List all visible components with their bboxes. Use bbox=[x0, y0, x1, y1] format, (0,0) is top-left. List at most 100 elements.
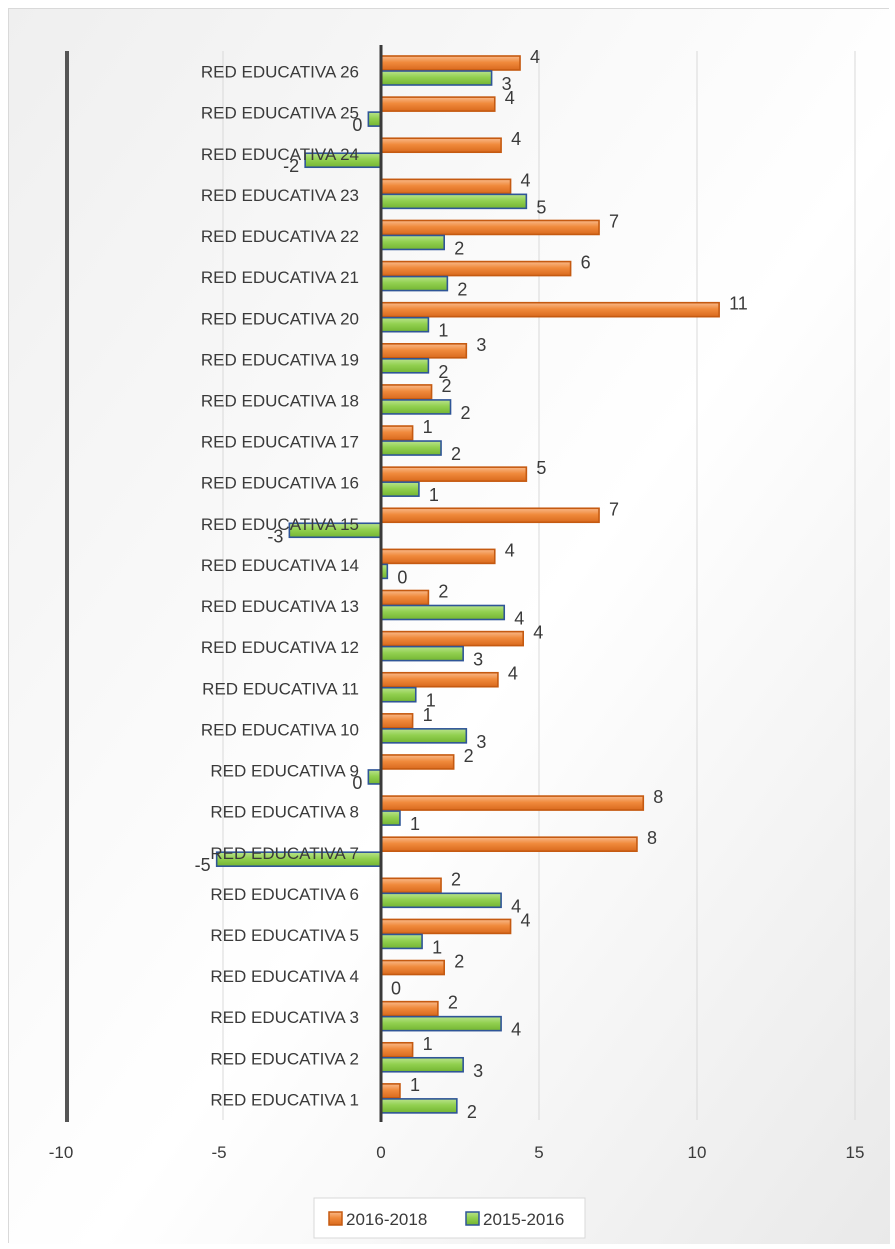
bar-2016-2018-6 bbox=[380, 877, 442, 894]
data-label-2015-2016-3: 4 bbox=[511, 1020, 521, 1040]
bar-2016-2018-12 bbox=[380, 630, 524, 647]
data-label-2016-2018-9: 2 bbox=[464, 746, 474, 766]
data-label-2015-2016-14: 0 bbox=[397, 567, 407, 587]
bar-2016-2018-3 bbox=[380, 1000, 439, 1017]
data-label-2015-2016-1: 2 bbox=[467, 1102, 477, 1122]
data-label-2015-2016-6: 4 bbox=[511, 896, 521, 916]
category-label: RED EDUCATIVA 26 bbox=[201, 63, 359, 82]
bar-2016-2018-23 bbox=[380, 178, 512, 195]
category-label: RED EDUCATIVA 5 bbox=[210, 926, 359, 945]
category-label: RED EDUCATIVA 25 bbox=[201, 104, 359, 123]
data-label-2016-2018-14: 4 bbox=[505, 540, 515, 560]
data-label-2016-2018-19: 3 bbox=[476, 335, 486, 355]
bar-2015-2016-25 bbox=[367, 111, 382, 127]
category-label: RED EDUCATIVA 20 bbox=[201, 309, 359, 328]
category-label: RED EDUCATIVA 7 bbox=[210, 844, 359, 863]
bar-2016-2018-15 bbox=[380, 507, 600, 524]
x-tick-label: -5 bbox=[211, 1143, 226, 1162]
data-label-2015-2016-12: 3 bbox=[473, 650, 483, 670]
data-label-2015-2016-13: 4 bbox=[514, 609, 524, 629]
bar-2016-2018-7 bbox=[380, 836, 638, 852]
data-label-2016-2018-4: 2 bbox=[454, 952, 464, 972]
bar-2015-2016-3 bbox=[380, 1015, 502, 1032]
category-label: RED EDUCATIVA 10 bbox=[201, 720, 359, 739]
data-label-2016-2018-18: 2 bbox=[442, 376, 452, 396]
data-label-2015-2016-11: 1 bbox=[426, 691, 436, 711]
x-tick-label: 0 bbox=[376, 1143, 385, 1162]
data-label-2016-2018-16: 5 bbox=[536, 458, 546, 478]
legend-swatch-2015-2016 bbox=[465, 1211, 480, 1226]
data-label-2016-2018-5: 4 bbox=[521, 910, 531, 930]
x-tick-label: 15 bbox=[846, 1143, 865, 1162]
category-label: RED EDUCATIVA 13 bbox=[201, 597, 359, 616]
data-label-2015-2016-21: 2 bbox=[457, 280, 467, 300]
bar-2016-2018-1 bbox=[380, 1083, 401, 1099]
data-label-2016-2018-17: 1 bbox=[423, 417, 433, 437]
category-label: RED EDUCATIVA 4 bbox=[210, 967, 359, 986]
category-label: RED EDUCATIVA 9 bbox=[210, 762, 359, 781]
data-label-2015-2016-10: 3 bbox=[476, 732, 486, 752]
data-label-2016-2018-15: 7 bbox=[609, 499, 619, 519]
legend-box bbox=[313, 1197, 586, 1239]
data-label-2015-2016-22: 2 bbox=[454, 238, 464, 258]
data-label-2016-2018-6: 2 bbox=[451, 869, 461, 889]
bar-2016-2018-17 bbox=[380, 425, 414, 441]
data-label-2015-2016-2: 3 bbox=[473, 1061, 483, 1081]
x-tick-label: 5 bbox=[534, 1143, 543, 1162]
data-label-2016-2018-22: 7 bbox=[609, 211, 619, 231]
bar-2016-2018-2 bbox=[380, 1041, 414, 1058]
bar-2016-2018-9 bbox=[380, 754, 455, 770]
bar-2015-2016-1 bbox=[380, 1098, 458, 1114]
bar-2016-2018-10 bbox=[380, 713, 414, 729]
legend-label-2015-2016: 2015-2016 bbox=[483, 1210, 564, 1229]
data-label-2015-2016-5: 1 bbox=[432, 937, 442, 957]
bar-2015-2016-8 bbox=[380, 810, 401, 826]
category-label: RED EDUCATIVA 1 bbox=[210, 1090, 359, 1109]
x-tick-label: 10 bbox=[688, 1143, 707, 1162]
bar-2015-2016-26 bbox=[380, 70, 493, 86]
data-label-2015-2016-23: 5 bbox=[536, 197, 546, 217]
category-label: RED EDUCATIVA 17 bbox=[201, 433, 359, 452]
data-label-2015-2016-8: 1 bbox=[410, 814, 420, 834]
category-label: RED EDUCATIVA 18 bbox=[201, 391, 359, 410]
category-label: RED EDUCATIVA 22 bbox=[201, 227, 359, 246]
category-label: RED EDUCATIVA 8 bbox=[210, 803, 359, 822]
bar-2015-2016-19 bbox=[380, 358, 430, 374]
bar-2016-2018-19 bbox=[380, 343, 468, 359]
data-label-2016-2018-20: 11 bbox=[729, 294, 748, 314]
bar-2016-2018-20 bbox=[380, 301, 720, 318]
category-label: RED EDUCATIVA 23 bbox=[201, 186, 359, 205]
bar-2015-2016-9 bbox=[367, 769, 382, 785]
data-label-2016-2018-1: 1 bbox=[410, 1075, 420, 1095]
bar-2016-2018-4 bbox=[380, 959, 446, 976]
data-label-2016-2018-23: 4 bbox=[521, 170, 531, 190]
bar-2015-2016-21 bbox=[380, 275, 449, 292]
chart-background bbox=[9, 9, 890, 1244]
category-label: RED EDUCATIVA 15 bbox=[201, 515, 359, 534]
data-label-2015-2016-9: 0 bbox=[352, 773, 362, 793]
legend-label-2016-2018: 2016-2018 bbox=[346, 1210, 427, 1229]
category-label: RED EDUCATIVA 19 bbox=[201, 350, 359, 369]
data-label-2016-2018-7: 8 bbox=[647, 828, 657, 848]
data-label-2016-2018-13: 2 bbox=[438, 582, 448, 602]
data-label-2015-2016-16: 1 bbox=[429, 485, 439, 505]
bar-2016-2018-14 bbox=[380, 548, 496, 565]
x-tick-label: -10 bbox=[49, 1143, 74, 1162]
bar-2015-2016-12 bbox=[380, 645, 464, 662]
bar-2015-2016-17 bbox=[380, 440, 442, 456]
legend: 2016-2018 2015-2016 bbox=[313, 1197, 586, 1239]
bar-2015-2016-2 bbox=[380, 1056, 464, 1073]
bar-2015-2016-20 bbox=[380, 316, 430, 333]
bar-2016-2018-25 bbox=[380, 96, 496, 112]
data-label-2016-2018-10: 1 bbox=[423, 705, 433, 725]
bar-chart: RED EDUCATIVA 1 RED EDUCATIVA 2 RED EDUCAT… bbox=[9, 9, 890, 1244]
bar-2016-2018-22 bbox=[380, 219, 600, 236]
data-label-2015-2016-20: 1 bbox=[438, 321, 448, 341]
data-label-2016-2018-21: 6 bbox=[581, 253, 591, 273]
bar-2016-2018-18 bbox=[380, 384, 433, 400]
data-label-2015-2016-7: -5 bbox=[195, 855, 211, 875]
data-label-2015-2016-15: -3 bbox=[267, 526, 283, 546]
bar-2016-2018-11 bbox=[380, 671, 499, 688]
data-label-2015-2016-24: -2 bbox=[283, 156, 299, 176]
bar-2015-2016-6 bbox=[380, 892, 502, 909]
